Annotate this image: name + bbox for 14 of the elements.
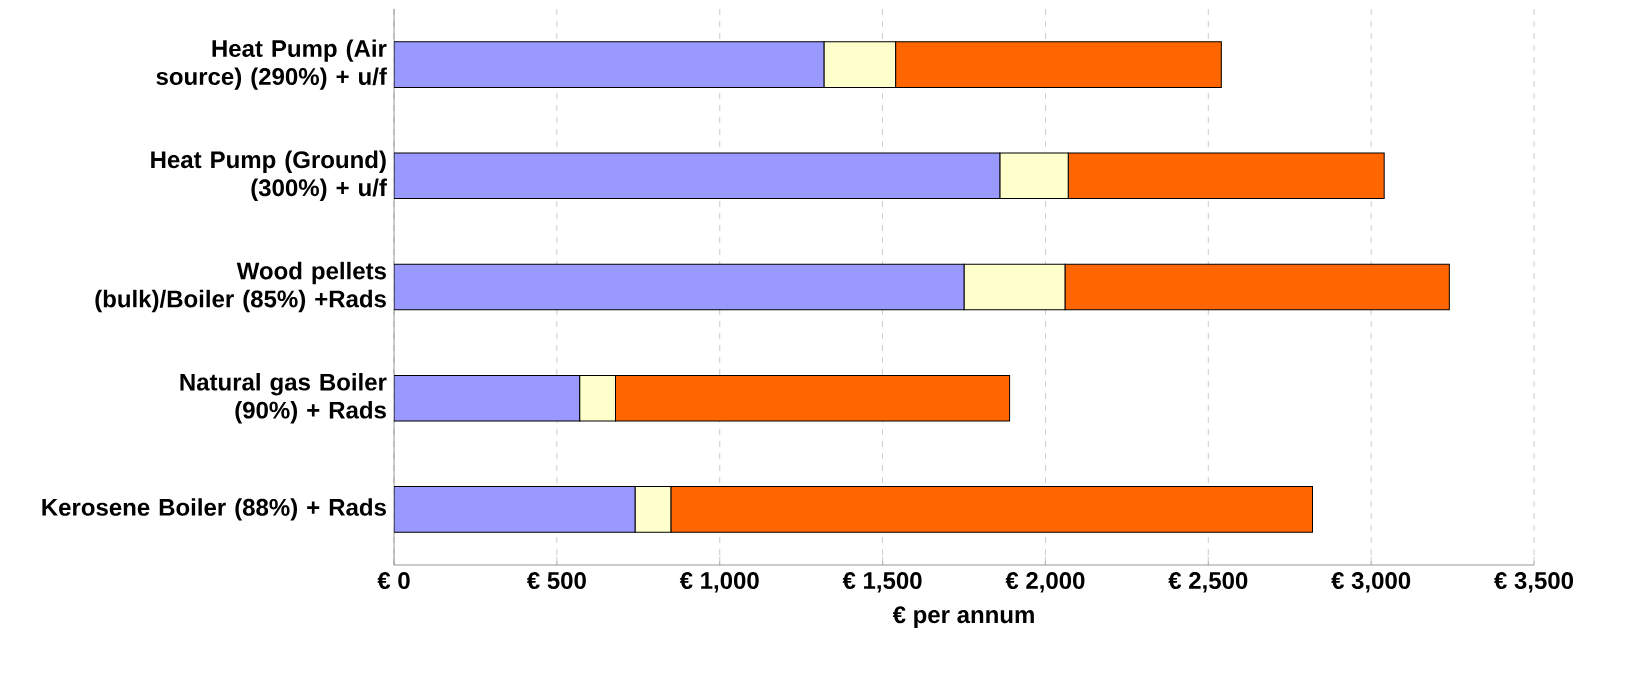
x-tick-label: € 2,500 xyxy=(1168,572,1248,593)
x-tick-label: € 1,500 xyxy=(842,572,922,593)
y-tick-label: Heat Pump (Ground) (300%) + u/f xyxy=(151,150,387,201)
y-tick-label: Natural gas Boiler (90%) + Rads xyxy=(180,373,387,424)
x-tick-label: € 0 xyxy=(377,572,410,590)
y-tick-label: Wood pellets (bulk)/Boiler (85%) +Rads xyxy=(95,261,386,313)
x-tick-label: € 3,000 xyxy=(1331,572,1411,593)
x-tick-label: € 3,500 xyxy=(1494,572,1574,593)
x-axis-title: € per annum xyxy=(892,606,1034,629)
y-tick-label: Kerosene Boiler (88%) + Rads xyxy=(42,498,386,521)
x-tick-label: € 1,000 xyxy=(679,572,759,593)
x-tick-label: € 2,000 xyxy=(1005,572,1085,593)
y-tick-label: Heat Pump (Air source) (290%) + u/f xyxy=(156,39,387,90)
x-tick-label: € 500 xyxy=(526,572,586,590)
